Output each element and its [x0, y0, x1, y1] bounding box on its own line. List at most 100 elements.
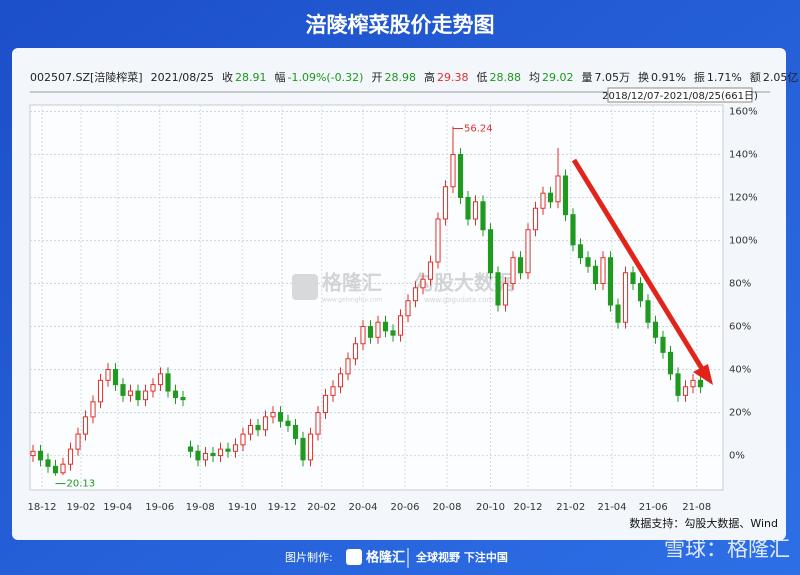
- candle-body: [112, 369, 119, 386]
- candle-body: [532, 207, 539, 231]
- range-box: [607, 87, 753, 103]
- candle-body: [457, 153, 464, 198]
- candle-body: [442, 186, 449, 220]
- candle-body: [75, 433, 81, 450]
- candle-body: [525, 229, 531, 274]
- candle-body: [300, 437, 306, 461]
- candle-body: [495, 272, 501, 306]
- y-tick-label: 80%: [729, 279, 751, 290]
- candle-body: [90, 401, 96, 418]
- source: 数据支持：勾股大数据、Wind: [629, 516, 778, 530]
- quote-label: 收: [222, 70, 233, 84]
- candle-body: [585, 257, 591, 267]
- arrow-head: [693, 364, 713, 385]
- candle-body: [435, 218, 441, 263]
- candle-body: [697, 379, 704, 388]
- candle-body: [600, 257, 606, 285]
- candle-body: [405, 300, 411, 317]
- quote-value: 29.02: [542, 71, 574, 84]
- x-tick-label: 20-02: [307, 502, 336, 513]
- y-tick-label: 120%: [729, 192, 758, 203]
- quote-value: 7.05万: [594, 71, 630, 84]
- candle-body: [52, 465, 59, 474]
- trend-arrow: [571, 158, 707, 374]
- quote-value: 28.98: [384, 71, 416, 84]
- candle-body: [82, 416, 89, 435]
- watermark-logo: 格隆汇 www.gelonghui.com 勾股大数据 www.gogudata…: [292, 271, 514, 304]
- quote-value: 28.91: [235, 71, 267, 84]
- candle-body: [37, 450, 44, 461]
- candle-body: [540, 192, 546, 209]
- annotation: 20.13: [67, 479, 96, 490]
- candle-body: [202, 452, 209, 461]
- quote-label: 开: [371, 71, 382, 84]
- x-tick-label: 21-04: [597, 502, 626, 513]
- candle-body: [480, 201, 486, 231]
- candle-body: [360, 326, 366, 345]
- candle-body: [195, 450, 201, 461]
- y-tick-label: 0%: [729, 451, 745, 462]
- candle-body: [150, 384, 156, 392]
- candle-body: [307, 433, 314, 461]
- x-tick-label: 20-10: [476, 502, 505, 513]
- candle-body: [255, 424, 261, 431]
- candle-body: [277, 412, 284, 422]
- x-tick-label: 20-06: [390, 502, 419, 513]
- made-by: 图片制作:: [285, 551, 333, 564]
- candle-body: [570, 214, 576, 246]
- title: 涪陵榨菜股价走势图: [306, 13, 495, 37]
- x-tick-label: 21-02: [556, 502, 585, 513]
- quote-value: 28.88: [489, 71, 521, 84]
- quote-label: 幅: [275, 71, 286, 84]
- quote-label: 额: [750, 71, 761, 84]
- logo-site: www.gelonghui.com: [322, 297, 383, 304]
- candle-body: [352, 343, 359, 360]
- candle-body: [622, 272, 629, 323]
- candle-body: [232, 444, 239, 452]
- candle-body: [615, 304, 621, 323]
- y-tick-label: 60%: [729, 322, 751, 333]
- y-tick-label: 20%: [729, 408, 751, 419]
- slogan: 全球视野 下注中国: [415, 550, 508, 564]
- quote-value: 1.71%: [707, 71, 742, 84]
- quote-value: 0.91%: [651, 71, 686, 84]
- x-tick-label: 21-08: [682, 502, 711, 513]
- x-tick-label: 19-04: [103, 502, 132, 513]
- candle-body: [577, 244, 584, 259]
- quote-value: -1.09%(-0.32): [288, 71, 364, 84]
- x-tick-label: 21-06: [639, 502, 668, 513]
- quote-label: 均: [529, 71, 540, 84]
- candle-body: [555, 175, 561, 203]
- candle-body: [630, 272, 636, 285]
- candle-body: [487, 229, 494, 274]
- candle-body: [682, 386, 689, 396]
- candle-body: [420, 278, 426, 289]
- candle-body: [517, 257, 524, 274]
- candle-body: [607, 257, 614, 306]
- x-tick-label: 20-04: [348, 502, 377, 513]
- candle-body: [472, 201, 479, 220]
- candle-body: [67, 448, 74, 465]
- candle-body: [690, 379, 696, 388]
- x-tick-label: 19-06: [145, 502, 174, 513]
- y-tick-label: 40%: [729, 365, 751, 376]
- quote-label: 高: [424, 70, 435, 84]
- quote-line: 002507.SZ[涪陵榨菜] 2021/08/25 收 28.91 幅 -1.09%(-…: [30, 70, 798, 84]
- candle-body: [652, 321, 659, 338]
- quote-label: 振: [694, 70, 705, 84]
- x-tick-label: 19-02: [66, 502, 95, 513]
- x-tick-label: 18-12: [27, 502, 56, 513]
- candle-body: [510, 257, 516, 285]
- candle-body: [645, 300, 651, 323]
- candle-body: [180, 397, 186, 401]
- candle-body: [330, 386, 336, 396]
- candle-body: [675, 373, 681, 396]
- quote-label: 量: [581, 71, 592, 84]
- quote-value: 29.38: [437, 71, 469, 84]
- candle-body: [30, 450, 36, 457]
- candle-body: [210, 452, 216, 457]
- plot: 0% 20% 40% 60% 80% 100% 120% 140% 160% 18-12 19-02…: [27, 105, 758, 513]
- brand: 格隆汇: [366, 550, 405, 566]
- candle-body: [270, 412, 276, 418]
